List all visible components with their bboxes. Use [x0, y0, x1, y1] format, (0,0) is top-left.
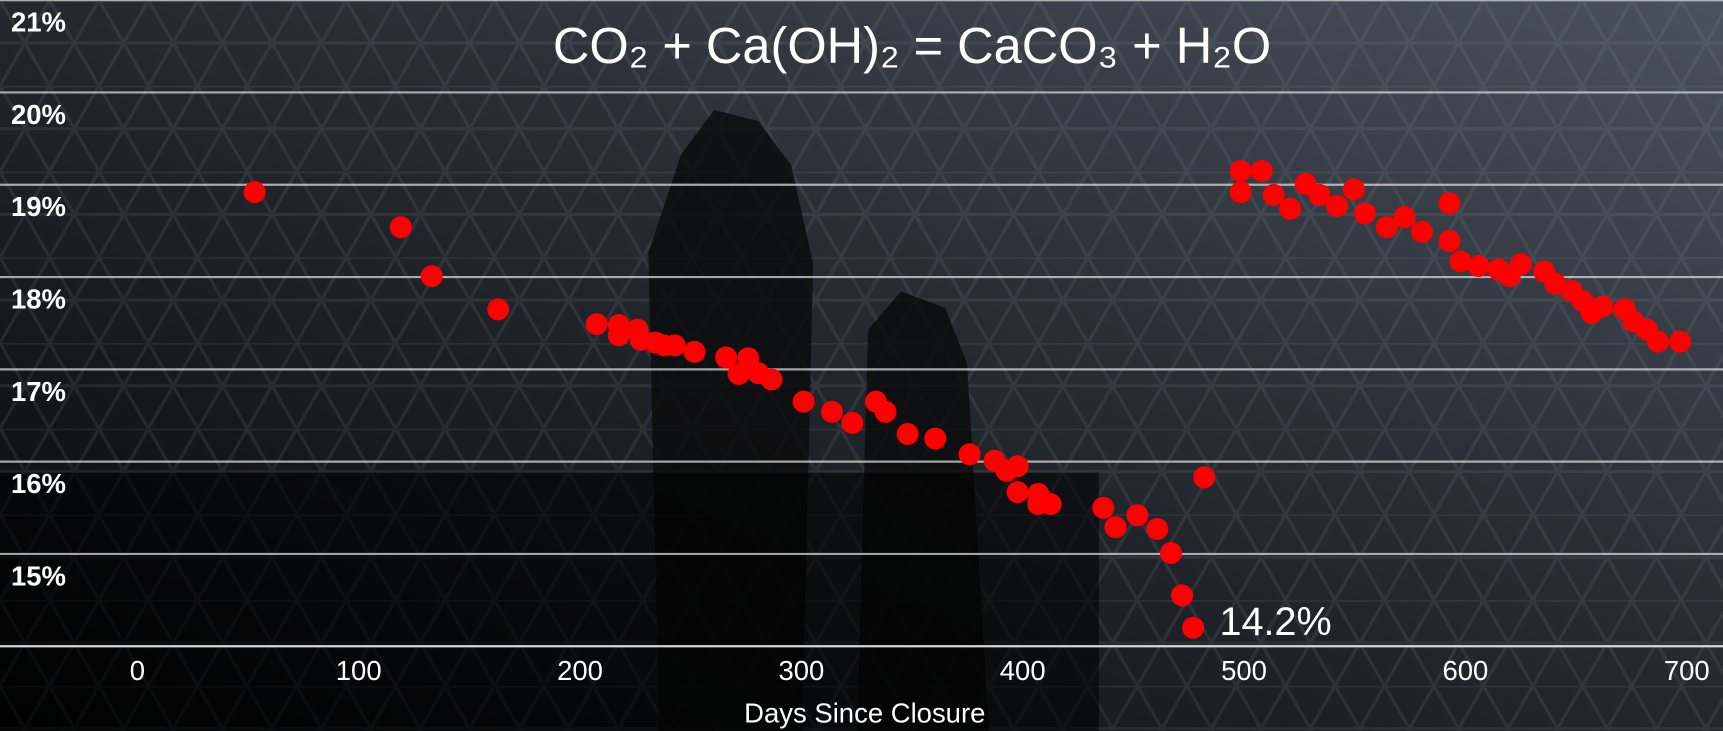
data-point [959, 443, 981, 465]
data-point [1146, 518, 1168, 540]
data-point [897, 423, 919, 445]
chart: CO₂ + Ca(OH)₂ = CaCO₃ + H₂O Days Since C… [0, 0, 1723, 731]
data-point [1230, 181, 1252, 203]
data-point [1468, 255, 1490, 277]
data-point [1193, 466, 1215, 488]
data-point [1007, 455, 1029, 477]
data-point [1126, 504, 1148, 526]
data-point [1171, 585, 1193, 607]
data-point [924, 428, 946, 450]
x-tick-label: 200 [557, 655, 603, 686]
data-point [1438, 230, 1460, 252]
data-point [1279, 198, 1301, 220]
data-point [586, 313, 608, 335]
x-tick-label: 500 [1221, 655, 1267, 686]
data-point [841, 412, 863, 434]
data-point [1160, 542, 1182, 564]
data-point [1354, 202, 1376, 224]
data-point [1647, 331, 1669, 353]
data-point [390, 216, 412, 238]
y-tick-label: 18% [11, 283, 66, 314]
chart-title: CO₂ + Ca(OH)₂ = CaCO₃ + H₂O [553, 17, 1271, 74]
data-point [1104, 516, 1126, 538]
data-point [1669, 331, 1691, 353]
data-point [1438, 192, 1460, 214]
data-point [1040, 493, 1062, 515]
y-tick-label: 19% [11, 191, 66, 222]
data-point [793, 391, 815, 413]
data-point [1326, 195, 1348, 217]
shadow [0, 473, 1099, 731]
data-point [1510, 253, 1532, 275]
y-tick-label: 15% [11, 560, 66, 591]
data-point [1411, 221, 1433, 243]
data-point [1092, 497, 1114, 519]
x-tick-label: 700 [1664, 655, 1710, 686]
data-point [683, 341, 705, 363]
x-tick-label: 0 [130, 655, 145, 686]
y-tick-label: 20% [11, 99, 66, 130]
data-point [421, 265, 443, 287]
x-tick-label: 100 [336, 655, 382, 686]
data-point [1592, 296, 1614, 318]
y-tick-label: 21% [11, 7, 66, 38]
data-point [874, 401, 896, 423]
data-point [1394, 206, 1416, 228]
x-tick-label: 400 [1000, 655, 1046, 686]
x-tick-label: 600 [1442, 655, 1488, 686]
data-point [1230, 160, 1252, 182]
data-point [821, 401, 843, 423]
data-point [1251, 160, 1273, 182]
data-point [761, 369, 783, 391]
x-axis-label: Days Since Closure [744, 698, 985, 729]
data-point [1343, 178, 1365, 200]
y-tick-label: 16% [11, 468, 66, 499]
y-tick-label: 17% [11, 376, 66, 407]
data-point [664, 334, 686, 356]
data-label: 14.2% [1220, 600, 1332, 644]
data-point [608, 324, 630, 346]
data-point [1007, 481, 1029, 503]
data-point [487, 298, 509, 320]
data-point [244, 181, 266, 203]
data-point [1182, 617, 1204, 639]
x-tick-label: 300 [778, 655, 824, 686]
